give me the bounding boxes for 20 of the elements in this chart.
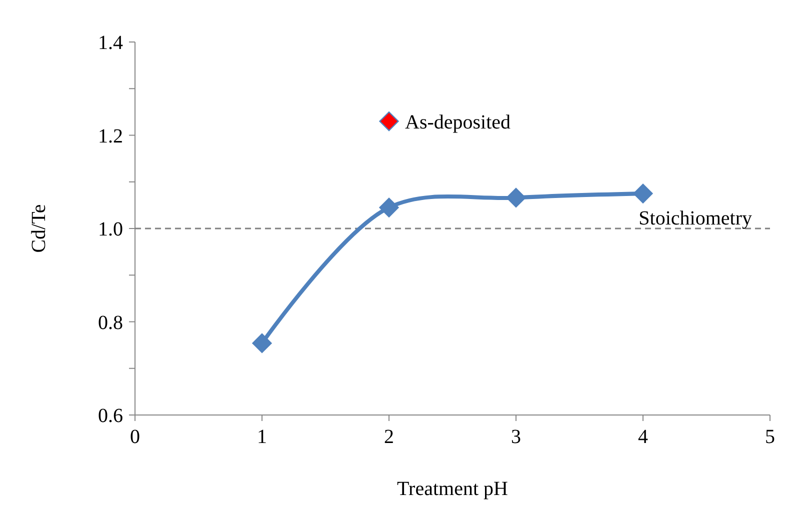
point [379, 111, 399, 132]
x-tick-label: 1 [257, 426, 267, 448]
x-tick-label: 5 [765, 426, 775, 448]
x-axis-title: Treatment pH [397, 478, 508, 500]
point [252, 333, 272, 354]
y-tick-label: 1.2 [98, 125, 123, 148]
y-axis-title: Cd/Te [28, 204, 50, 253]
x-tick-label: 4 [638, 426, 648, 448]
ref-line-label: Stoichiometry [638, 208, 752, 230]
x-tick-label: 3 [511, 426, 521, 448]
point [379, 198, 399, 218]
series-label: As-deposited [405, 111, 511, 134]
point [633, 184, 653, 204]
y-tick-label: 0.6 [98, 405, 123, 427]
point [506, 188, 526, 208]
y-tick-label: 1.0 [98, 218, 123, 240]
x-tick-label: 2 [384, 426, 394, 448]
y-tick-label: 1.4 [98, 32, 123, 54]
x-tick-label: 0 [130, 426, 140, 448]
y-tick-label: 0.8 [98, 312, 123, 334]
